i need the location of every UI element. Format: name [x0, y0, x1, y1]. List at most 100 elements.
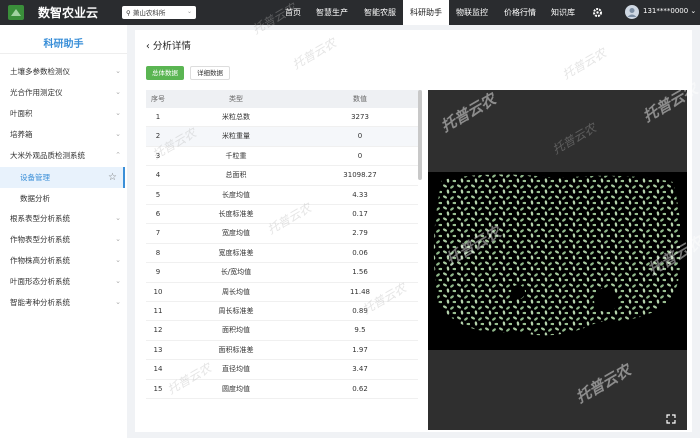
menu-item[interactable]: 培养箱 ⌄ — [10, 124, 127, 145]
menu-label: 培养箱 — [10, 130, 33, 139]
table-row[interactable] — [146, 166, 418, 186]
nav-item[interactable]: 科研助手 — [403, 0, 449, 25]
submenu-item[interactable]: 数据分析 — [0, 188, 127, 209]
avatar[interactable] — [625, 5, 639, 19]
table-header — [146, 90, 422, 108]
menu-label: 作物株高分析系统 — [10, 256, 70, 265]
table-cell: 宽度标准差 — [218, 248, 254, 257]
menu-item[interactable]: 叶面形态分析系统 ⌄ — [10, 271, 127, 292]
menu-item[interactable]: 光合作用测定仪 ⌄ — [10, 82, 127, 103]
scrollbar[interactable] — [418, 90, 422, 180]
table-cell: 长度均值 — [222, 190, 250, 199]
table-row[interactable] — [146, 302, 418, 322]
menu-item[interactable]: 叶面积 ⌄ — [10, 103, 127, 124]
menu-item[interactable]: 智能考种分析系统 ⌄ — [10, 292, 127, 313]
chevron: ⌄ — [115, 277, 121, 285]
nav-item[interactable]: 价格行情 — [504, 8, 536, 17]
table-row[interactable] — [146, 224, 418, 244]
table-cell: 0 — [357, 132, 363, 141]
table-cell: 面积标准差 — [218, 345, 254, 354]
table-cell: 0.62 — [352, 384, 368, 393]
nav-item[interactable]: 智慧生产 — [316, 8, 348, 17]
menu-label: 叶面形态分析系统 — [10, 277, 70, 286]
tab-button[interactable]: 详细数据 — [190, 66, 230, 80]
table-cell: 0 — [357, 151, 363, 160]
table-cell: 15 — [153, 384, 163, 393]
submenu-label: 设备管理 — [20, 173, 50, 182]
table-row[interactable] — [146, 282, 418, 302]
menu-label: 叶面积 — [10, 109, 33, 118]
menu-label: 土壤多参数检测仪 — [10, 67, 70, 76]
table-cell: 米粒重量 — [222, 132, 250, 141]
table-row[interactable] — [146, 243, 418, 264]
table-cell: 2 — [155, 132, 161, 141]
submenu-item[interactable]: 设备管理 ☆ — [0, 167, 125, 188]
back-link[interactable]: ‹ 分析详情 — [146, 41, 191, 52]
menu-item[interactable]: 作物表型分析系统 ⌄ — [10, 229, 127, 250]
table-cell: 周长标准差 — [218, 307, 254, 315]
menu-label: 智能考种分析系统 — [10, 298, 70, 307]
table-row[interactable] — [146, 379, 418, 399]
table-cell: 6 — [155, 210, 161, 218]
nav-item[interactable]: 知识库 — [551, 8, 575, 17]
table-cell: 13 — [153, 345, 163, 354]
table-cell: 总面积 — [225, 171, 247, 180]
nav-item[interactable]: 物联监控 — [456, 8, 488, 17]
table-cell: 8 — [155, 248, 161, 257]
table-row[interactable] — [146, 263, 418, 283]
table-cell: 3273 — [351, 113, 369, 121]
table-cell: 5 — [155, 190, 161, 199]
menu-item[interactable]: 作物株高分析系统 ⌄ — [10, 250, 127, 271]
table-row[interactable] — [146, 340, 418, 361]
table-row[interactable] — [146, 360, 418, 380]
submenu-label: 数据分析 — [20, 194, 50, 203]
menu-label: 大米外观品质检测系统 — [10, 151, 85, 160]
user-name[interactable]: 131****0000 ⌄ — [643, 7, 697, 15]
table-row[interactable] — [146, 321, 418, 341]
page-title: 分析详情 — [152, 41, 191, 52]
menu-item[interactable]: 大米外观品质检测系统 ⌃ — [10, 145, 127, 166]
table-cell: 7 — [155, 229, 161, 238]
chevron: ⌄ — [115, 298, 121, 306]
menu-label: 光合作用测定仪 — [10, 88, 63, 97]
location-select[interactable]: ⚲ 萧山农科所 ⌄ — [122, 6, 196, 19]
table-row[interactable] — [146, 146, 418, 167]
settings-icon[interactable] — [593, 8, 602, 17]
chevron: ⌄ — [115, 109, 121, 117]
divider — [0, 53, 127, 54]
table-cell: 圆度均值 — [222, 384, 250, 393]
location: 萧山农科所 — [132, 9, 166, 17]
table-row[interactable] — [146, 205, 418, 225]
chevron: ⌄ — [115, 214, 121, 222]
table-cell: 长/宽均值 — [220, 268, 252, 277]
table-cell: 3 — [155, 151, 161, 160]
table-cell: 米粒总数 — [222, 113, 250, 121]
table-cell: 12 — [153, 326, 163, 335]
star-icon[interactable]: ☆ — [108, 172, 117, 183]
tab-button[interactable]: 总体数据 — [146, 66, 184, 80]
table-cell: 1 — [155, 113, 161, 121]
chevron: ⌄ — [115, 130, 121, 138]
table-row[interactable] — [146, 108, 418, 128]
table-cell: 4.33 — [352, 190, 368, 199]
menu-item[interactable]: 土壤多参数检测仪 ⌄ — [10, 61, 127, 82]
chevron: ⌃ — [115, 151, 121, 159]
chevron: ⌄ — [115, 256, 121, 264]
table-cell: 0.89 — [352, 307, 368, 315]
menu-item[interactable]: 根系表型分析系统 ⌄ — [10, 208, 127, 229]
table-cell: 1.97 — [352, 345, 368, 354]
rice-image — [428, 172, 687, 350]
top-nav — [0, 0, 700, 25]
nav-item[interactable]: 首页 — [285, 8, 301, 17]
table-cell: 4 — [155, 171, 161, 180]
fullscreen-icon[interactable] — [666, 414, 676, 424]
table-row[interactable] — [146, 127, 418, 147]
table-cell: 长度标准差 — [218, 210, 254, 218]
brand: 数智农业云 — [38, 6, 99, 20]
user-phone: 131****0000 — [643, 7, 689, 15]
table-cell: 9 — [155, 268, 161, 277]
table-row[interactable] — [146, 185, 418, 205]
table-cell: 3.47 — [352, 365, 368, 374]
nav-item[interactable]: 智能农服 — [364, 8, 396, 17]
table-cell: 直径均值 — [222, 365, 250, 374]
